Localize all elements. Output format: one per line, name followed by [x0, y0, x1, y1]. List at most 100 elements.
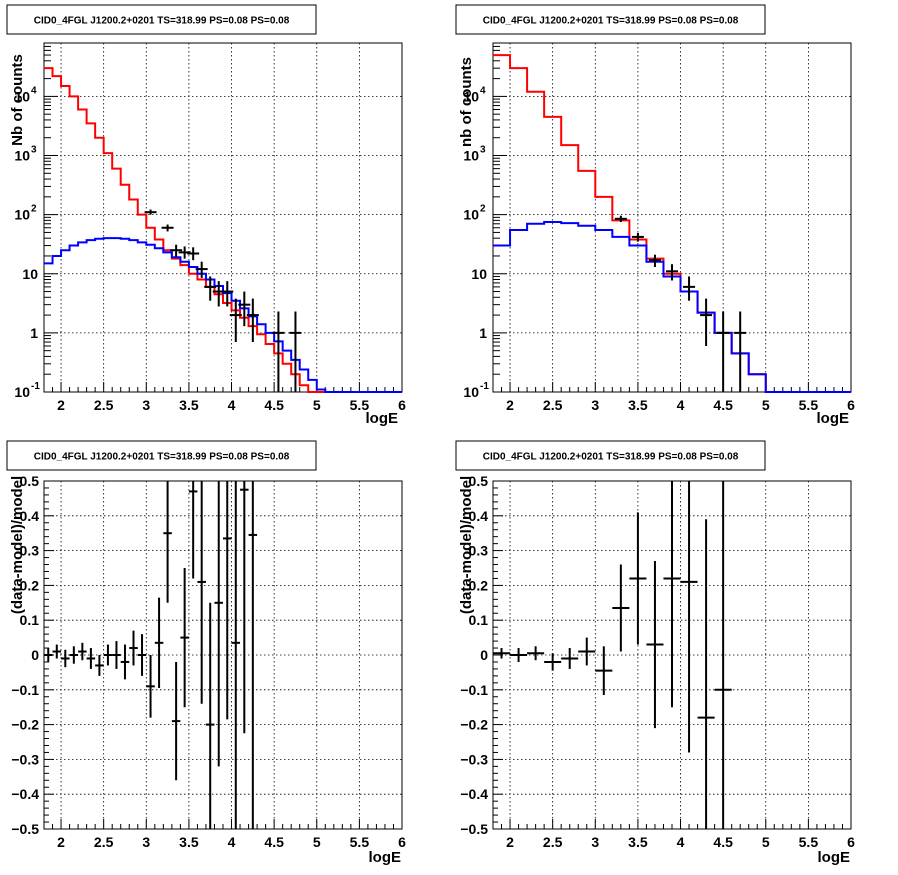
- data-point: [612, 564, 630, 652]
- x-tick-label: 5.5: [799, 397, 819, 413]
- data-point: [578, 637, 596, 666]
- x-tick-label: 5: [762, 397, 770, 413]
- data-point: [205, 602, 215, 829]
- data-point: [648, 254, 661, 268]
- data-point: [120, 644, 130, 680]
- y-tick-label: 10: [463, 207, 479, 223]
- x-tick-label: 5: [313, 834, 321, 850]
- y-tick-label: 0.3: [469, 543, 489, 559]
- chart-title-box: [6, 4, 317, 35]
- data-point: [629, 512, 647, 645]
- series-total-model-step-line: [493, 54, 851, 393]
- data-point: [734, 311, 747, 392]
- x-tick-label: 5.5: [799, 834, 819, 850]
- data-point: [646, 561, 664, 729]
- x-tick-label: 3.5: [628, 834, 648, 850]
- x-tick-label: 2.5: [543, 834, 563, 850]
- data-point: [527, 646, 545, 661]
- data-point: [78, 642, 87, 661]
- data-point: [95, 655, 104, 676]
- data-point: [112, 641, 121, 669]
- data-point: [221, 281, 234, 307]
- x-tick-label: 6: [847, 397, 855, 413]
- x-tick-label: 3: [591, 834, 599, 850]
- x-tick-label: 3: [142, 834, 150, 850]
- y-tick-label: 10: [14, 148, 30, 164]
- chart-panel-bottom-right: 2 2.5 3 3.5 4 4.5 5 5.5 6 −0.5 −0.4 −0.3 −0.2 −0.1 0 0.…: [455, 440, 855, 866]
- data-point: [180, 568, 189, 708]
- y-tick-label: 0.5: [469, 473, 489, 489]
- data-point: [272, 311, 285, 392]
- x-tick-label: 6: [398, 397, 406, 413]
- x-tick-label: 3: [591, 397, 599, 413]
- y-tick-label: 10: [463, 88, 479, 104]
- data-point: [717, 311, 730, 392]
- data-point: [197, 481, 206, 704]
- y-tick-exponent: 2: [31, 204, 37, 215]
- data-point: [631, 232, 644, 242]
- chart-title-box: [455, 440, 766, 471]
- y-tick-label: 0.2: [20, 577, 40, 593]
- y-tick-label: 10: [14, 207, 30, 223]
- y-tick-label: −0.4: [460, 786, 488, 802]
- data-point: [154, 597, 164, 689]
- y-tick-label: 0.3: [20, 543, 40, 559]
- y-tick-exponent: -1: [480, 381, 489, 392]
- chart-title-box: [455, 4, 766, 35]
- data-point: [289, 311, 302, 392]
- x-tick-label: 5.5: [350, 834, 370, 850]
- y-tick-label: 10: [463, 148, 479, 164]
- x-tick-label: 3: [142, 397, 150, 413]
- data-point: [595, 646, 613, 696]
- data-point: [680, 481, 698, 753]
- data-point: [61, 649, 70, 668]
- data-point: [144, 209, 157, 215]
- y-tick-label: −0.3: [11, 751, 39, 767]
- x-tick-label: 3.5: [628, 397, 648, 413]
- x-tick-label: 4: [677, 397, 685, 413]
- x-axis-label: logE: [817, 410, 850, 427]
- y-tick-label: 0.1: [469, 612, 489, 628]
- y-tick-label: 10: [463, 384, 479, 400]
- x-tick-label: 2: [57, 397, 65, 413]
- x-tick-label: 4.5: [713, 397, 733, 413]
- data-point: [52, 644, 62, 659]
- y-tick-label: −0.1: [11, 682, 39, 698]
- data-point: [561, 648, 579, 669]
- data-point: [204, 276, 217, 301]
- y-tick-label: 0.4: [20, 508, 40, 524]
- x-tick-label: 4: [677, 834, 685, 850]
- data-point: [683, 276, 696, 301]
- chart-title: CID0_4FGL J1200.2+0201 TS=318.99 PS=0.08…: [483, 452, 739, 463]
- data-point: [229, 298, 242, 343]
- y-tick-label: −0.4: [11, 786, 39, 802]
- series-source-model-step-line: [493, 221, 851, 393]
- x-tick-label: 2: [57, 834, 65, 850]
- x-tick-label: 4.5: [264, 834, 284, 850]
- x-tick-label: 4.5: [264, 397, 284, 413]
- x-tick-label: 2: [506, 834, 514, 850]
- y-tick-label: 0.1: [20, 612, 40, 628]
- data-point: [714, 481, 732, 829]
- y-tick-label: 10: [14, 88, 30, 104]
- x-tick-label: 6: [398, 834, 406, 850]
- chart-panel-bottom-left: 2 2.5 3 3.5 4 4.5 5 5.5 6 −0.5 −0.4 −0.3 −0.2 −0.1 0 0.…: [6, 440, 406, 866]
- y-tick-label: 10: [14, 384, 30, 400]
- x-tick-label: 6: [847, 834, 855, 850]
- data-point: [238, 291, 251, 327]
- x-tick-label: 2: [506, 397, 514, 413]
- data-point: [697, 519, 715, 829]
- data-point: [171, 661, 181, 781]
- y-tick-label: 1: [30, 325, 38, 341]
- plot-frame: [43, 42, 403, 393]
- data-point: [103, 644, 113, 666]
- y-tick-exponent: 4: [480, 85, 486, 96]
- data-point: [69, 646, 79, 664]
- y-tick-label: 0.4: [469, 508, 489, 524]
- data-point: [146, 655, 155, 718]
- y-tick-label: −0.5: [11, 821, 39, 837]
- data-point: [663, 481, 681, 708]
